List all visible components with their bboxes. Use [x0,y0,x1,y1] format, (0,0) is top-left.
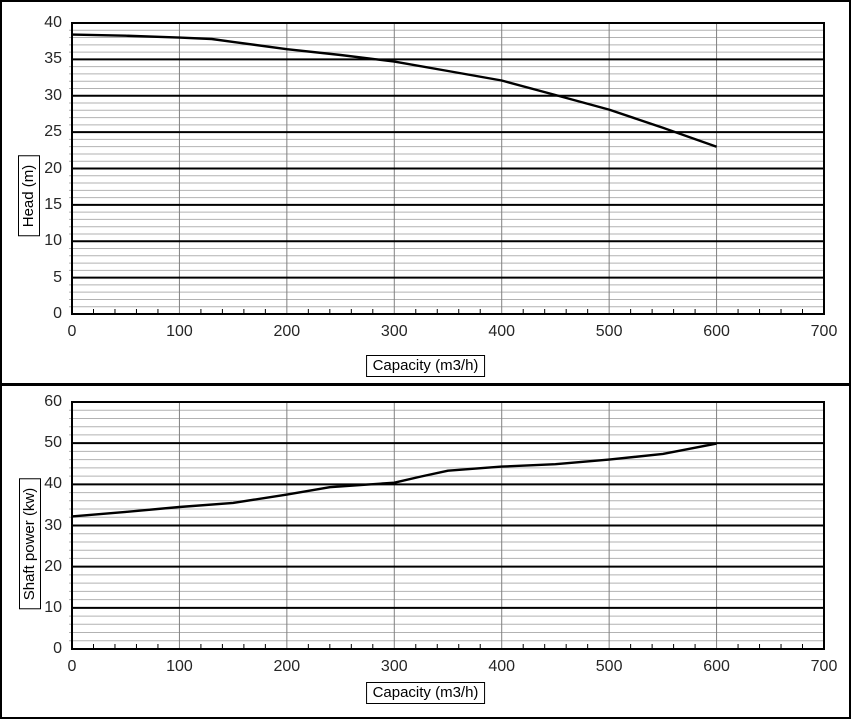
x-tick-label: 200 [273,658,301,675]
head-chart-panel: Head (m) Capacity (m3/h) 0 5 10 15 20 25 30 35 4… [2,2,849,386]
data-curve [71,33,717,148]
x-tick-label: 600 [703,658,730,675]
x-tick-label: 100 [166,323,193,340]
y-tick-label: 20 [44,557,62,575]
x-tick-label: 400 [488,658,516,675]
y-tick-label: 0 [53,640,62,657]
shaft-power-axis-label: Shaft power (kw) [19,478,41,610]
y-tick-label: 60 [44,393,62,410]
x-tick-label: 300 [380,323,408,340]
capacity-axis-label-top: Capacity (m3/h) [365,355,486,377]
x-tick-label: 500 [595,658,623,675]
y-tick-label: 40 [44,475,62,493]
shaft-power-chart-plot-area [69,401,825,650]
y-tick-label: 25 [44,123,62,141]
x-tick-label: 700 [810,323,838,340]
y-tick-label: 10 [44,598,62,616]
x-tick-label: 700 [810,658,838,675]
y-tick-label: 15 [44,195,62,213]
y-tick-label: 50 [44,434,62,452]
x-tick-label: 0 [67,658,77,675]
x-tick-label: 500 [595,323,623,340]
x-tick-label: 300 [380,658,408,675]
x-tick-label: 200 [273,323,301,340]
data-curve [71,442,717,518]
y-tick-label: 0 [53,305,62,322]
shaft-power-chart-panel: Shaft power (kw) Capacity (m3/h) 0 10 20 30… [2,386,849,717]
head-chart-plot-area [69,22,825,315]
y-tick-label: 30 [44,86,62,104]
x-tick-label: 0 [67,323,77,340]
y-tick-label: 10 [44,232,62,250]
capacity-axis-label-bottom: Capacity (m3/h) [365,682,486,704]
x-tick-label: 100 [166,658,193,675]
x-tick-label: 400 [488,323,516,340]
y-tick-label: 30 [44,516,62,534]
x-tick-label: 600 [703,323,730,340]
y-tick-label: 40 [44,14,62,31]
y-tick-label: 5 [53,268,62,286]
y-tick-label: 35 [44,50,62,68]
y-tick-label: 20 [44,159,62,177]
